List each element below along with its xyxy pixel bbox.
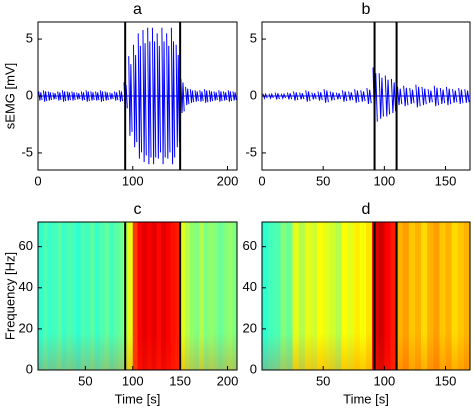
- y-tick-label: 0: [26, 87, 33, 102]
- x-tick-label: 150: [435, 173, 457, 188]
- y-tick-label: 0: [26, 361, 33, 376]
- x-tick-label: 200: [217, 173, 239, 188]
- y-tick-label: 20: [243, 320, 257, 335]
- panel-title: d: [362, 201, 371, 218]
- x-tick-label: 100: [122, 373, 144, 388]
- y-tick-label: 0: [250, 361, 257, 376]
- x-tick-label: 50: [316, 373, 330, 388]
- y-tick-label: 0: [250, 87, 257, 102]
- axes-box: [261, 221, 471, 371]
- x-tick-label: 100: [374, 373, 396, 388]
- y-tick-label: 60: [243, 238, 257, 253]
- x-axis-label: Time [s]: [115, 391, 161, 406]
- panel-title: a: [133, 1, 142, 18]
- x-tick-label: 200: [217, 373, 239, 388]
- y-tick-label: 40: [19, 279, 33, 294]
- low-frequency-shade: [262, 222, 470, 370]
- x-tick-label: 100: [374, 173, 396, 188]
- x-tick-label: 150: [435, 373, 457, 388]
- x-tick-label: 0: [258, 173, 265, 188]
- y-tick-label: 5: [250, 31, 257, 46]
- y-tick-label: 5: [26, 31, 33, 46]
- y-tick-label: 60: [19, 238, 33, 253]
- x-tick-label: 150: [169, 373, 191, 388]
- panel-title: c: [134, 201, 142, 218]
- y-tick-label: -5: [245, 144, 257, 159]
- y-axis-label: Frequency [Hz]: [2, 252, 17, 340]
- x-tick-label: 50: [78, 373, 92, 388]
- axes-box: [37, 221, 238, 371]
- x-tick-label: 0: [34, 173, 41, 188]
- y-tick-label: -5: [21, 144, 33, 159]
- low-frequency-shade: [38, 222, 237, 370]
- x-tick-label: 50: [316, 173, 330, 188]
- y-axis-label: sEMG [mV]: [2, 63, 17, 129]
- panel-title: b: [362, 1, 371, 18]
- x-tick-label: 100: [122, 173, 144, 188]
- x-axis-label: Time [s]: [343, 391, 389, 406]
- y-tick-label: 20: [19, 320, 33, 335]
- y-tick-label: 40: [243, 279, 257, 294]
